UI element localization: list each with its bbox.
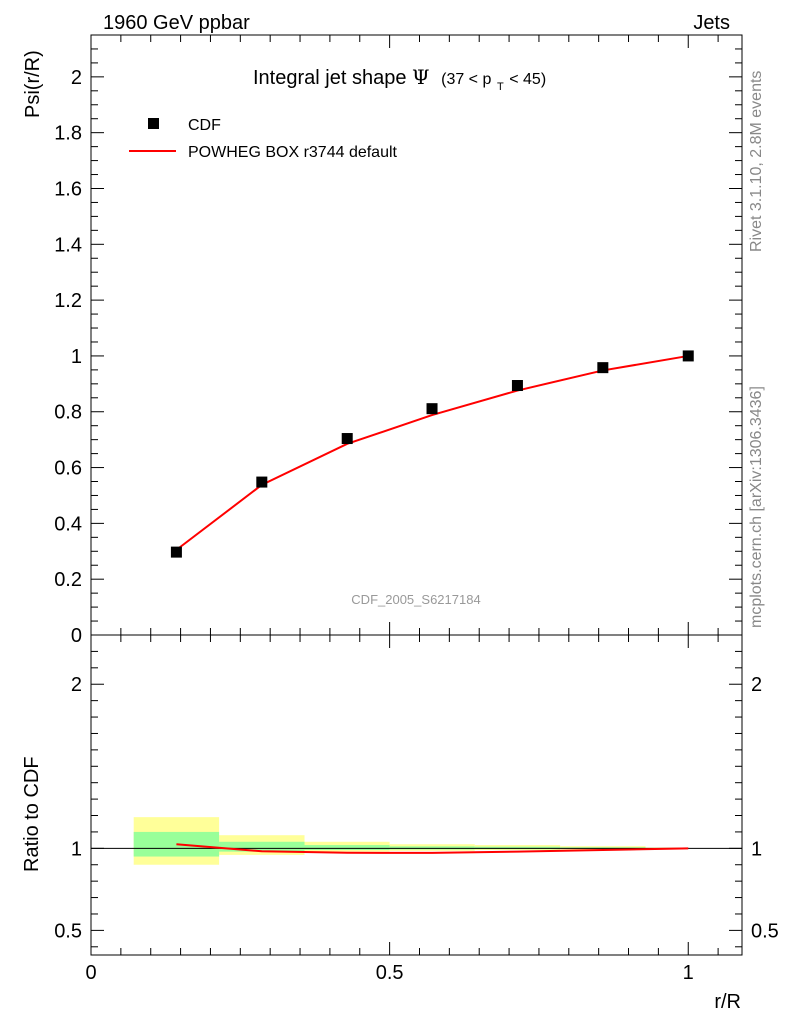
- legend-mc-label: POWHEG BOX r3744 default: [188, 144, 398, 161]
- tick-labels: 00.20.40.60.811.21.41.61.820.5 0.51 12 20 0.…: [54, 67, 779, 984]
- main-title-symbol: Ψ: [412, 65, 430, 89]
- ratio-mc-line: [176, 843, 689, 854]
- cdf-point-1: [256, 476, 268, 488]
- x-axis-label: r/R: [714, 991, 741, 1013]
- analysis-watermark: CDF_2005_S6217184: [351, 592, 480, 607]
- ratio-ylabel: Ratio to CDF: [21, 756, 43, 872]
- mcplots-label: mcplots.cern.ch [arXiv:1306.3436]: [748, 386, 765, 628]
- main-ytick-label: 1: [71, 346, 82, 368]
- header-left: 1960 GeV ppbar: [103, 12, 250, 34]
- band-green-1: [219, 841, 305, 852]
- axes: [90, 34, 743, 956]
- ratio-ytick-label-left: 0.5: [54, 920, 82, 942]
- legend: CDF POWHEG BOX r3744 default: [129, 117, 398, 161]
- xtick-label: 0: [85, 962, 96, 984]
- main-ytick-label: 1.4: [54, 234, 82, 256]
- ratio-ytick-label-right: 0.5: [751, 920, 779, 942]
- cdf-point-4: [511, 380, 523, 392]
- ratio-ytick-label-left: 1: [71, 838, 82, 860]
- legend-cdf-label: CDF: [188, 117, 221, 134]
- cdf-point-3: [426, 403, 438, 415]
- header-right: Jets: [693, 12, 730, 34]
- band-green-2: [304, 845, 390, 850]
- main-title-text: Integral jet shape: [253, 67, 406, 89]
- ratio-frame: [90, 634, 743, 956]
- ratio-ytick-label-right: 1: [751, 838, 762, 860]
- ratio-ytick-label-right: 2: [751, 674, 762, 696]
- xtick-label: 0.5: [376, 962, 404, 984]
- xtick-label: 1: [683, 962, 694, 984]
- ratio-uncertainty-bands: [133, 817, 689, 865]
- main-series: [170, 350, 694, 558]
- cdf-point-2: [341, 433, 353, 445]
- legend-cdf-marker: [148, 118, 159, 129]
- main-ytick-label: 0.2: [54, 569, 82, 591]
- main-ytick-label: 0.4: [54, 513, 82, 535]
- main-title-range-sub: T: [497, 81, 504, 93]
- main-ytick-label: 1.6: [54, 178, 82, 200]
- cdf-point-0: [170, 546, 182, 558]
- main-title-range-pre: (37 < p: [441, 71, 491, 88]
- cdf-point-6: [682, 350, 694, 362]
- cdf-point-5: [597, 362, 609, 374]
- main-ytick-label: 2: [71, 67, 82, 89]
- main-ytick-label: 1.2: [54, 290, 82, 312]
- ratio-series: [176, 843, 689, 854]
- main-ytick-label: 0.6: [54, 458, 82, 480]
- main-title: Integral jet shape Ψ (37 < p T < 45): [253, 65, 546, 95]
- ratio-ytick-label-left: 2: [71, 674, 82, 696]
- main-ytick-label: 0: [71, 625, 82, 647]
- main-ytick-label: 1.8: [54, 123, 82, 145]
- mc-series-line: [175, 354, 689, 551]
- rivet-version-label: Rivet 3.1.10, 2.8M events: [748, 71, 765, 252]
- main-title-range-post: < 45): [509, 71, 546, 88]
- main-ylabel: Psi(r/R): [22, 50, 44, 118]
- main-ytick-label: 0.8: [54, 402, 82, 424]
